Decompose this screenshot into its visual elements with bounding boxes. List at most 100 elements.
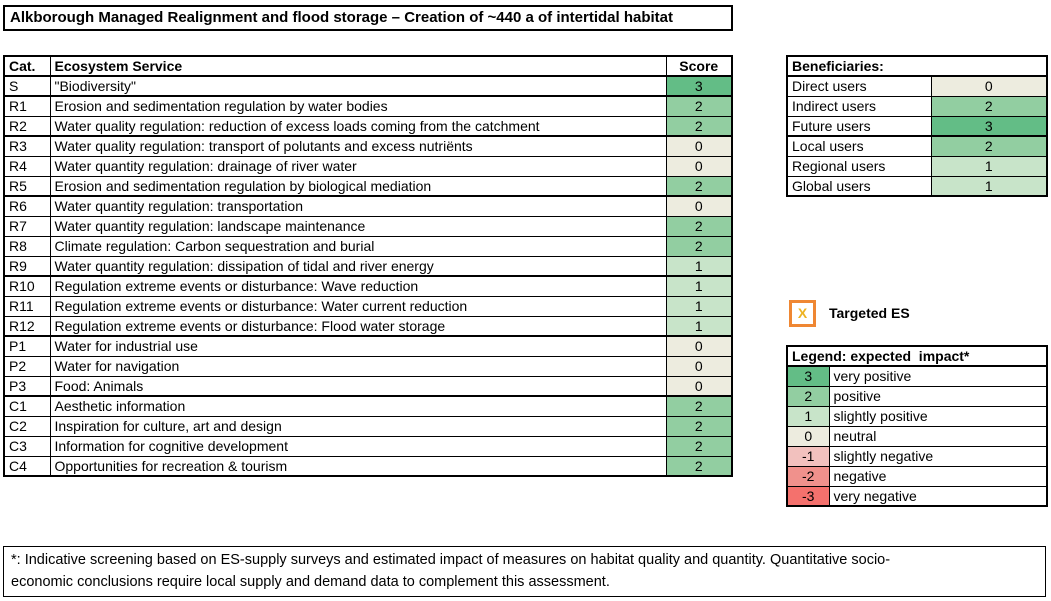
col-header-cat: Cat.	[3, 55, 51, 77]
beneficiary-label-cell: Indirect users	[786, 95, 932, 117]
es-cat-cell: R6	[3, 195, 51, 217]
es-cat-cell: R5	[3, 175, 51, 197]
beneficiary-score-cell: 3	[930, 115, 1048, 137]
es-cat-cell: R10	[3, 275, 51, 297]
legend-label-cell: very positive	[828, 365, 1048, 387]
footnote-line-2: economic conclusions require local suppl…	[11, 574, 610, 590]
es-row-C4: C4 Opportunities for recreation & tourism…	[3, 455, 733, 477]
es-service-cell: Information for cognitive development	[49, 435, 667, 457]
es-cat-cell: R7	[3, 215, 51, 237]
es-row-C2: C2 Inspiration for culture, art and desig…	[3, 415, 733, 437]
es-service-cell: "Biodiversity"	[49, 75, 667, 97]
legend-row: 1 slightly positive	[786, 405, 1048, 427]
es-service-cell: Erosion and sedimentation regulation by …	[49, 175, 667, 197]
legend-row: -2 negative	[786, 465, 1048, 487]
targeted-es-label: Targeted ES	[829, 305, 910, 321]
es-row-R3: R3 Water quality regulation: transport of…	[3, 135, 733, 157]
es-score-cell: 1	[665, 295, 733, 317]
es-score-cell: 2	[665, 455, 733, 477]
es-score-cell: 2	[665, 415, 733, 437]
legend-header: Legend: expected impact*	[786, 345, 1048, 367]
es-service-cell: Regulation extreme events or disturbance…	[49, 295, 667, 317]
legend-value-cell: -1	[786, 445, 830, 467]
es-cat-cell: R12	[3, 315, 51, 337]
beneficiary-label-cell: Direct users	[786, 75, 932, 97]
beneficiary-label-cell: Future users	[786, 115, 932, 137]
legend-row: -1 slightly negative	[786, 445, 1048, 467]
es-row-C3: C3 Information for cognitive development 2	[3, 435, 733, 457]
beneficiaries-table: Beneficiaries: Direct users 0 Indirect use…	[786, 55, 1049, 197]
es-service-cell: Water for navigation	[49, 355, 667, 377]
es-score-cell: 0	[665, 355, 733, 377]
footnote-line-1: *: Indicative screening based on ES-supp…	[11, 552, 891, 568]
es-header-row: Cat. Ecosystem Service Score	[3, 55, 733, 77]
es-score-cell: 2	[665, 435, 733, 457]
es-score-cell: 2	[665, 235, 733, 257]
es-service-cell: Water quantity regulation: landscape mai…	[49, 215, 667, 237]
es-service-cell: Regulation extreme events or disturbance…	[49, 315, 667, 337]
es-score-cell: 1	[665, 275, 733, 297]
targeted-es-key: X Targeted ES	[789, 298, 910, 328]
beneficiary-row: Indirect users 2	[786, 95, 1048, 117]
es-cat-cell: C2	[3, 415, 51, 437]
es-row-R11: R11 Regulation extreme events or disturba…	[3, 295, 733, 317]
es-cat-cell: R1	[3, 95, 51, 117]
es-cat-cell: S	[3, 75, 51, 97]
legend-row: -3 very negative	[786, 485, 1048, 507]
col-header-score: Score	[665, 55, 733, 77]
es-score-cell: 2	[665, 215, 733, 237]
es-score-cell: 3	[665, 75, 733, 97]
es-score-cell: 2	[665, 95, 733, 117]
beneficiary-row: Future users 3	[786, 115, 1048, 137]
beneficiary-row: Local users 2	[786, 135, 1048, 157]
beneficiaries-header: Beneficiaries:	[786, 55, 1048, 77]
legend-row: 2 positive	[786, 385, 1048, 407]
es-row-C1: C1 Aesthetic information 2	[3, 395, 733, 417]
es-score-cell: 0	[665, 335, 733, 357]
es-service-cell: Erosion and sedimentation regulation by …	[49, 95, 667, 117]
legend-value-cell: -3	[786, 485, 830, 507]
es-score-cell: 0	[665, 155, 733, 177]
legend-value-cell: 2	[786, 385, 830, 407]
legend-label-cell: negative	[828, 465, 1048, 487]
es-row-P2: P2 Water for navigation 0	[3, 355, 733, 377]
legend-row: 3 very positive	[786, 365, 1048, 387]
es-cat-cell: R9	[3, 255, 51, 277]
es-cat-cell: R3	[3, 135, 51, 157]
es-row-R5: R5 Erosion and sedimentation regulation b…	[3, 175, 733, 197]
es-row-R9: R9 Water quantity regulation: dissipation…	[3, 255, 733, 277]
es-row-R1: R1 Erosion and sedimentation regulation b…	[3, 95, 733, 117]
title-box: Alkborough Managed Realignment and flood…	[3, 5, 733, 31]
beneficiaries-header-row: Beneficiaries:	[786, 55, 1048, 77]
beneficiary-row: Regional users 1	[786, 155, 1048, 177]
es-service-cell: Food: Animals	[49, 375, 667, 397]
legend-value-cell: -2	[786, 465, 830, 487]
es-cat-cell: R11	[3, 295, 51, 317]
es-score-cell: 2	[665, 115, 733, 137]
es-cat-cell: P2	[3, 355, 51, 377]
legend-value-cell: 0	[786, 425, 830, 447]
legend-label-cell: very negative	[828, 485, 1048, 507]
es-row-R8: R8 Climate regulation: Carbon sequestrati…	[3, 235, 733, 257]
beneficiary-score-cell: 1	[930, 175, 1048, 197]
es-service-cell: Inspiration for culture, art and design	[49, 415, 667, 437]
es-score-cell: 2	[665, 395, 733, 417]
es-cat-cell: C4	[3, 455, 51, 477]
es-service-cell: Water quality regulation: transport of p…	[49, 135, 667, 157]
es-row-S: S "Biodiversity" 3	[3, 75, 733, 97]
ecosystem-services-table: Cat. Ecosystem Service Score S "Biodivers…	[3, 55, 733, 477]
es-row-R6: R6 Water quantity regulation: transportat…	[3, 195, 733, 217]
impact-legend-table: Legend: expected impact* 3 very positive 2…	[786, 345, 1049, 507]
es-service-cell: Water quantity regulation: dissipation o…	[49, 255, 667, 277]
es-cat-cell: C1	[3, 395, 51, 417]
es-service-cell: Aesthetic information	[49, 395, 667, 417]
es-cat-cell: R4	[3, 155, 51, 177]
es-service-cell: Water for industrial use	[49, 335, 667, 357]
es-service-cell: Water quantity regulation: transportatio…	[49, 195, 667, 217]
beneficiary-row: Global users 1	[786, 175, 1048, 197]
legend-label-cell: positive	[828, 385, 1048, 407]
es-row-P1: P1 Water for industrial use 0	[3, 335, 733, 357]
es-service-cell: Opportunities for recreation & tourism	[49, 455, 667, 477]
beneficiary-score-cell: 0	[930, 75, 1048, 97]
legend-header-row: Legend: expected impact*	[786, 345, 1048, 367]
